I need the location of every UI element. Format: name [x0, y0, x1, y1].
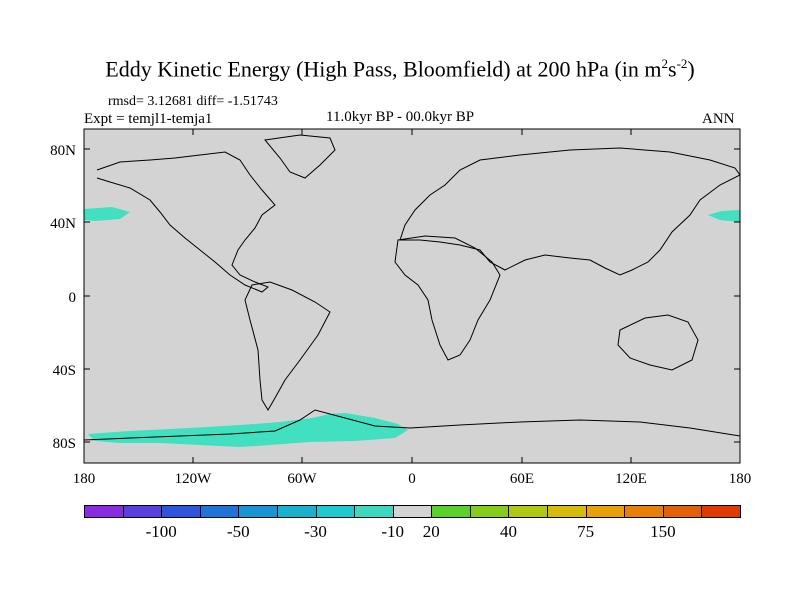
- map-ocean: [84, 129, 740, 463]
- colorbar-box: [547, 505, 587, 518]
- colorbar-label: 20: [422, 522, 440, 541]
- lon-label: 120E: [615, 471, 647, 487]
- colorbar-label: 40: [499, 522, 517, 541]
- colorbar-box: [508, 505, 549, 518]
- stats-text: rmsd= 3.12681 diff= -1.51743: [108, 94, 278, 109]
- coast-greenland: [264, 134, 336, 179]
- season-label: ANN: [702, 111, 735, 127]
- lat-label: 80S: [53, 436, 76, 452]
- colorbar-box: [585, 505, 626, 518]
- lon-label: 120W: [175, 471, 213, 487]
- colorbar-box: [662, 505, 703, 518]
- anomaly-patch-southern-ocean: [88, 413, 408, 447]
- coast-africa: [394, 235, 501, 361]
- colorbar-box: [354, 505, 394, 518]
- lon-label: 180: [729, 471, 752, 487]
- colorbar-box: [238, 505, 278, 518]
- anomaly-patch-north-pacific-east: [708, 210, 740, 222]
- chart-title: Eddy Kinetic Energy (High Pass, Bloomfie…: [105, 56, 695, 82]
- lon-label: 0: [408, 471, 416, 487]
- lat-axis: 80N 40N 0 40S 80S: [50, 143, 740, 452]
- period-label: 11.0kyr BP - 00.0kyr BP: [326, 109, 475, 125]
- lat-label: 0: [69, 290, 77, 306]
- coast-north-america: [96, 151, 276, 293]
- anomaly-patch-north-pacific-west: [84, 207, 130, 221]
- colorbar-box: [469, 505, 510, 518]
- colorbar-label: -30: [304, 522, 327, 541]
- lon-label: 180: [73, 471, 96, 487]
- lat-label: 40N: [50, 216, 76, 232]
- coast-eurasia: [399, 147, 741, 276]
- colorbar-label: 150: [650, 522, 676, 541]
- experiment-label: Expt = temjl1-temja1: [84, 111, 213, 127]
- coastlines: [83, 134, 741, 441]
- coast-south-america: [244, 281, 331, 411]
- coast-australia: [617, 314, 699, 371]
- coast-antarctica: [83, 409, 741, 441]
- colorbar-box: [431, 505, 471, 518]
- colorbar-box: [392, 505, 433, 518]
- lon-label: 60W: [287, 471, 317, 487]
- colorbar-box: [199, 505, 240, 518]
- colorbar-label: 75: [577, 522, 595, 541]
- colorbar-box: [315, 505, 356, 518]
- lat-label: 80N: [50, 143, 76, 159]
- colorbar-box: [624, 505, 664, 518]
- colorbar-box: [84, 505, 124, 518]
- colorbar-label: -10: [381, 522, 405, 541]
- colorbar-box: [276, 505, 317, 518]
- lon-axis: 180 120W 60W 0 60E 120E 180: [73, 129, 752, 487]
- lat-label: 40S: [53, 363, 76, 379]
- colorbar-box: [122, 505, 163, 518]
- colorbar-label: -50: [227, 522, 250, 541]
- colorbar-box: [161, 505, 201, 518]
- colorbar-box: [701, 505, 741, 518]
- colorbar-label: -100: [145, 522, 177, 541]
- lon-label: 60E: [510, 471, 534, 487]
